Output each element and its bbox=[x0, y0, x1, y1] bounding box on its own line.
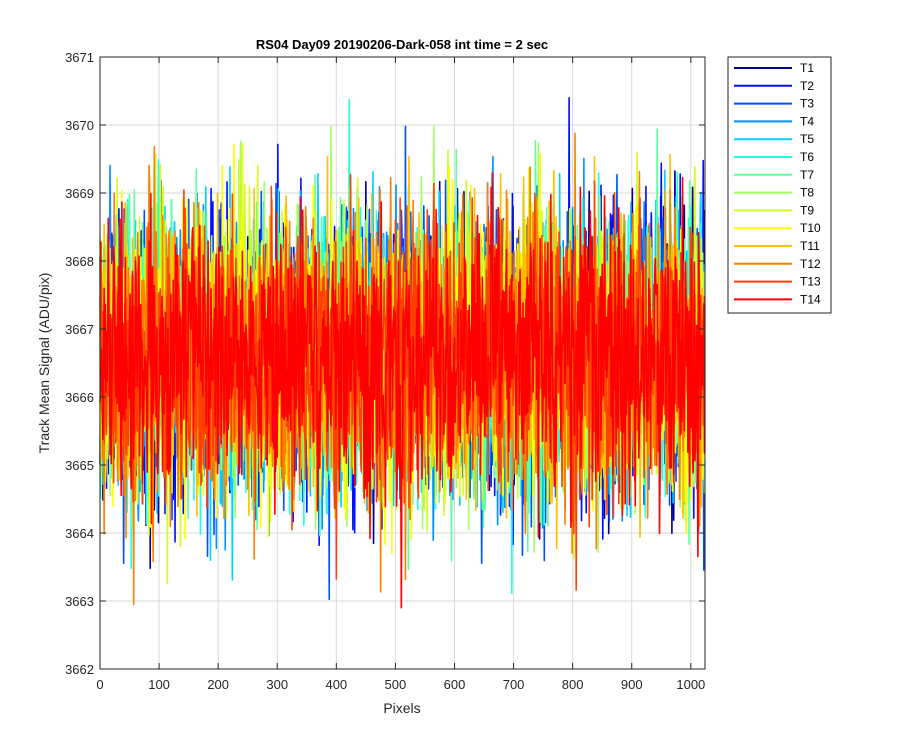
x-tick-label: 200 bbox=[207, 677, 229, 692]
x-tick-label: 1000 bbox=[676, 677, 705, 692]
x-axis-label: Pixels bbox=[383, 700, 420, 716]
legend-label-t11: T11 bbox=[800, 239, 820, 253]
y-tick-label: 3668 bbox=[65, 254, 94, 269]
x-tick-label: 600 bbox=[444, 677, 466, 692]
legend-label-t12: T12 bbox=[800, 257, 821, 271]
legend-label-t4: T4 bbox=[800, 114, 814, 128]
legend-label-t8: T8 bbox=[800, 186, 814, 200]
legend-label-t6: T6 bbox=[800, 150, 814, 164]
x-tick-label: 800 bbox=[562, 677, 584, 692]
series-line-t14 bbox=[99, 172, 706, 609]
legend-label-t13: T13 bbox=[800, 275, 821, 289]
x-tick-label: 500 bbox=[385, 677, 407, 692]
x-tick-label: 900 bbox=[621, 677, 643, 692]
y-tick-label: 3671 bbox=[65, 50, 94, 65]
legend-label-t3: T3 bbox=[800, 97, 814, 111]
axes-box bbox=[99, 56, 706, 670]
y-tick-label: 3665 bbox=[65, 458, 94, 473]
legend-label-t10: T10 bbox=[800, 221, 821, 235]
x-tick-label: 0 bbox=[96, 677, 103, 692]
legend-label-t7: T7 bbox=[800, 168, 814, 182]
y-tick-label: 3670 bbox=[65, 118, 94, 133]
x-tick-label: 100 bbox=[148, 677, 170, 692]
legend-label-t1: T1 bbox=[800, 61, 814, 75]
x-axis-ticks: 0 100 200 300 400 500 600 700 800 900 1000 bbox=[96, 57, 705, 692]
chart-title: RS04 Day09 20190206-Dark-058 int time = … bbox=[256, 37, 548, 52]
y-tick-label: 3662 bbox=[65, 662, 94, 677]
legend-label-t14: T14 bbox=[800, 292, 821, 306]
x-tick-label: 700 bbox=[503, 677, 525, 692]
x-tick-label: 400 bbox=[325, 677, 347, 692]
legend-label-t2: T2 bbox=[800, 79, 814, 93]
x-tick-label: 300 bbox=[266, 677, 288, 692]
series-lines bbox=[99, 97, 706, 609]
y-tick-label: 3663 bbox=[65, 594, 94, 609]
y-tick-label: 3669 bbox=[65, 186, 94, 201]
y-tick-label: 3664 bbox=[65, 526, 94, 541]
legend-label-t9: T9 bbox=[800, 203, 814, 217]
legend-box bbox=[727, 56, 832, 314]
legend: T1 T2 T3 T4 T5 T6 T7 T8 T9 T10 T11 T12 T13 T14 bbox=[727, 56, 832, 314]
legend-label-t5: T5 bbox=[800, 132, 814, 146]
y-tick-label: 3666 bbox=[65, 390, 94, 405]
y-axis-ticks: 3662 3663 3664 3665 3666 3667 3668 3669 3670 3671 bbox=[65, 50, 705, 677]
y-tick-label: 3667 bbox=[65, 322, 94, 337]
y-axis-label: Track Mean Signal (ADU/pix) bbox=[36, 273, 52, 454]
